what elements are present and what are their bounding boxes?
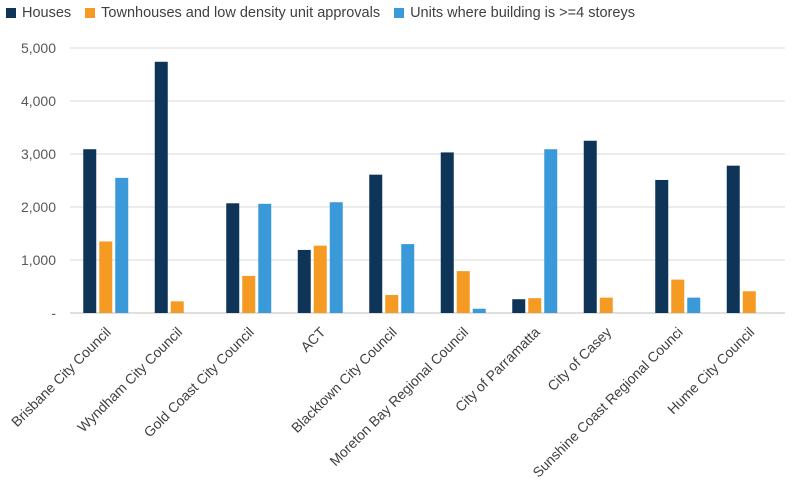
bar-units bbox=[687, 297, 701, 313]
bar-townhouses bbox=[242, 275, 256, 313]
bar-townhouses bbox=[528, 298, 542, 313]
bar-townhouses bbox=[456, 271, 470, 313]
bar-townhouses bbox=[170, 301, 184, 313]
bar-units bbox=[401, 244, 415, 313]
bar-houses bbox=[297, 249, 311, 313]
legend-swatch-houses bbox=[6, 8, 16, 18]
bar-houses bbox=[369, 174, 383, 313]
bar-houses bbox=[512, 299, 526, 313]
bar-houses bbox=[440, 152, 454, 313]
y-tick-label: 3,000 bbox=[21, 146, 56, 162]
bar-units bbox=[472, 308, 486, 313]
bar-houses bbox=[583, 140, 597, 313]
bar-townhouses bbox=[742, 291, 756, 313]
legend-label-townhouses: Townhouses and low density unit approval… bbox=[101, 5, 381, 21]
y-tick-label: 1,000 bbox=[21, 252, 56, 268]
legend-label-houses: Houses bbox=[22, 5, 72, 21]
bar-houses bbox=[83, 149, 97, 313]
bar-townhouses bbox=[671, 279, 685, 313]
x-tick-label: ACT bbox=[297, 323, 328, 354]
y-tick-label: 2,000 bbox=[21, 199, 56, 215]
x-tick-label: City of Casey bbox=[544, 324, 614, 394]
legend-swatch-townhouses bbox=[85, 8, 96, 18]
legend-item-units: Units where building is >=4 storeys bbox=[394, 5, 635, 21]
bar-units bbox=[329, 202, 343, 313]
bar-houses bbox=[154, 61, 168, 313]
bar-townhouses bbox=[599, 297, 613, 313]
bar-houses bbox=[655, 179, 669, 313]
y-tick-label: 4,000 bbox=[21, 93, 56, 109]
bar-townhouses bbox=[99, 241, 113, 313]
legend-swatch-units bbox=[394, 8, 405, 18]
legend-label-units: Units where building is >=4 storeys bbox=[410, 5, 635, 21]
bar-units bbox=[258, 203, 272, 313]
x-tick-label: Moreton Bay Regional Council bbox=[326, 324, 471, 469]
bar-townhouses bbox=[313, 245, 327, 313]
bar-houses bbox=[226, 203, 240, 313]
bar-houses bbox=[726, 165, 740, 313]
y-tick-label: - bbox=[51, 305, 56, 321]
y-tick-label: 5,000 bbox=[21, 40, 56, 56]
legend: Houses Townhouses and low density unit a… bbox=[6, 5, 649, 21]
bar-townhouses bbox=[385, 294, 399, 313]
legend-item-townhouses: Townhouses and low density unit approval… bbox=[85, 5, 380, 21]
bar-units bbox=[544, 149, 558, 313]
legend-item-houses: Houses bbox=[6, 5, 71, 21]
bar-units bbox=[115, 177, 129, 313]
x-tick-label: Sunshine Coast Regional Counci bbox=[529, 324, 686, 481]
